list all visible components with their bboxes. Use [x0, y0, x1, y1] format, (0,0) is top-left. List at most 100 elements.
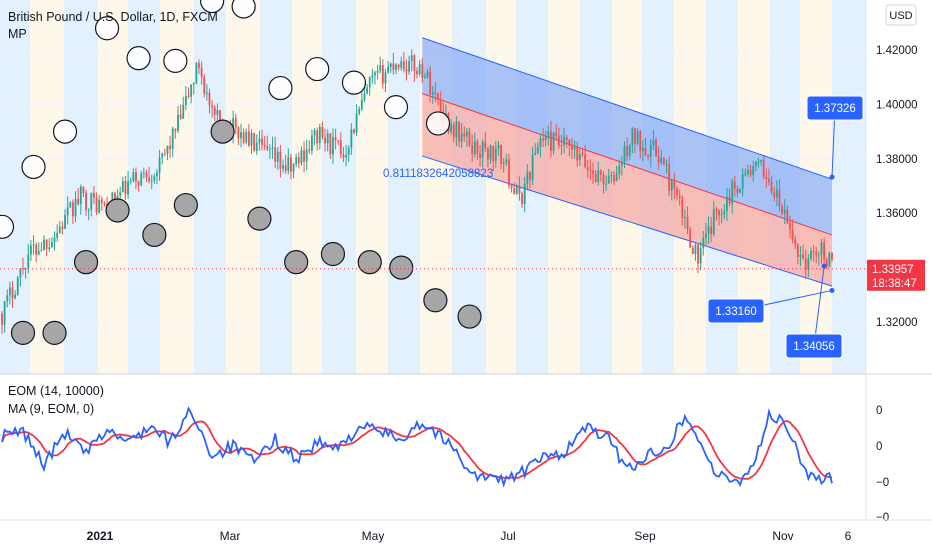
candle-body [699, 247, 702, 264]
candle-body [203, 76, 206, 94]
candle-body [292, 164, 295, 172]
candle-body [762, 160, 765, 177]
candle-body [794, 239, 797, 245]
candle-body [557, 135, 560, 146]
white-circle-marker [383, 95, 409, 120]
candle-body [686, 216, 689, 230]
candle-body [773, 192, 776, 198]
gray-circle-marker [73, 250, 99, 275]
candle-body [705, 233, 707, 239]
callout-anchor [829, 174, 835, 180]
candle-body [400, 61, 403, 68]
candle-body [150, 180, 153, 182]
candle-body [783, 209, 786, 214]
candle-body [303, 150, 305, 162]
candle-body [599, 170, 602, 175]
white-circle-marker [200, 0, 225, 14]
white-circle-marker [231, 0, 256, 19]
candle-body [329, 133, 332, 155]
candle-body [589, 169, 592, 171]
white-circle-marker [126, 46, 151, 71]
candle-body [43, 239, 45, 251]
candle-body [652, 139, 655, 146]
candle-body [190, 84, 193, 97]
callout-leader [813, 266, 825, 347]
gray-circle-marker [105, 198, 130, 223]
channel-mid-line[interactable] [422, 93, 833, 236]
candle-body [452, 124, 455, 138]
candle-body [297, 157, 300, 164]
candle-body [171, 128, 174, 149]
candle-body [731, 181, 734, 204]
candle-body [531, 155, 534, 180]
candle-body [85, 193, 87, 210]
candle-body [179, 114, 182, 119]
candle-body [810, 250, 812, 259]
candle-body [791, 229, 794, 240]
candle-body [458, 121, 460, 142]
candle-body [620, 161, 623, 166]
last-price-value: 1.33957 [872, 264, 914, 276]
callout-box[interactable] [707, 298, 765, 324]
candle-body [332, 137, 334, 155]
white-circle-marker [163, 48, 188, 73]
candle-body [804, 258, 807, 270]
candle-body [571, 145, 573, 150]
candle-body [324, 137, 326, 144]
candle-body [184, 95, 187, 105]
time-tick-label: Sep [634, 529, 656, 543]
candle-body [518, 186, 521, 194]
candle-body [550, 131, 552, 152]
currency-button[interactable]: USD [885, 4, 917, 26]
candle-body [796, 244, 799, 257]
candle-body [32, 244, 35, 246]
candle-body [153, 176, 156, 181]
callout-label: 1.34056 [793, 341, 835, 353]
candle-body [379, 65, 382, 72]
callout-label: 1.33160 [715, 306, 757, 318]
channel-lower-line[interactable] [422, 155, 833, 287]
candle-body [271, 147, 274, 149]
candle-body [266, 146, 269, 150]
candle-body [678, 195, 681, 199]
candle-body [521, 193, 523, 205]
candle-body [597, 170, 600, 182]
candle-body [568, 140, 571, 146]
candle-body [219, 110, 221, 123]
candle-body [573, 147, 576, 150]
candle-body [668, 164, 671, 191]
candle-body [802, 254, 805, 259]
candle-body [536, 147, 539, 154]
candle-body [211, 105, 214, 108]
time-tick-label: 6 [845, 529, 852, 543]
candle-body [736, 188, 739, 193]
candle-body [463, 133, 466, 137]
time-tick-label: 2021 [87, 529, 114, 543]
candle-body [58, 226, 61, 233]
candle-body [40, 250, 43, 252]
candle-body [744, 173, 747, 175]
candle-body [247, 131, 250, 146]
candle-body [775, 189, 778, 198]
candle-body [174, 128, 177, 131]
channel-upper-line[interactable] [422, 37, 833, 180]
ma-legend: MA (9, EOM, 0) [8, 402, 94, 416]
eom-tick-label: −0 [876, 477, 889, 489]
callout-box[interactable] [785, 333, 843, 359]
candle-body [426, 71, 429, 78]
callout-box[interactable] [806, 95, 864, 121]
time-axis[interactable]: 2021 Mar May Jul Sep Nov 6 [87, 529, 852, 543]
candle-body [749, 170, 752, 176]
ma-line [1, 420, 833, 480]
eom-axis[interactable]: 0 0 −0 −0 [876, 405, 889, 524]
gray-circle-marker [142, 222, 167, 248]
candle-body [555, 132, 558, 136]
candle-body [552, 132, 555, 152]
candle-body [384, 72, 387, 84]
candle-body [82, 186, 85, 194]
candle-body [132, 172, 135, 182]
candle-body [119, 192, 122, 196]
candle-body [353, 129, 355, 133]
candle-body [61, 226, 64, 229]
candle-body [605, 183, 608, 185]
